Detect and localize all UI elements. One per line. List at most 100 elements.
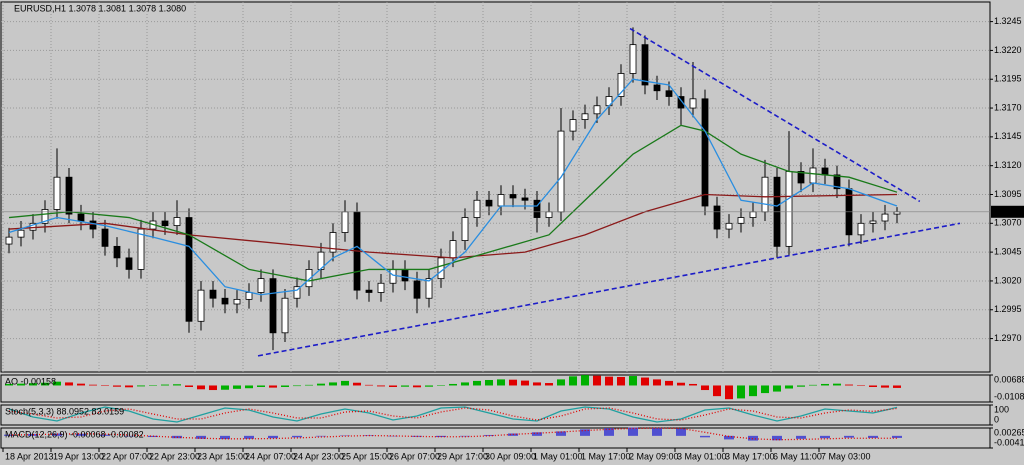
candle-body bbox=[629, 44, 637, 74]
y-tick-label: 1.3245 bbox=[994, 16, 1022, 26]
x-tick-label: 7 May 03:00 bbox=[821, 451, 871, 461]
candle-body bbox=[197, 289, 205, 322]
candle-body bbox=[545, 211, 553, 218]
histogram-bar bbox=[449, 383, 457, 386]
candle-body bbox=[785, 171, 793, 247]
panel-frame bbox=[0, 374, 991, 403]
x-tick-label: 23 Apr 15:00 bbox=[197, 451, 248, 461]
candle-body bbox=[281, 297, 289, 334]
candle-body bbox=[569, 119, 577, 132]
candle-body bbox=[701, 98, 709, 207]
candle-body bbox=[269, 278, 277, 334]
y-tick-label: 0.00265 bbox=[994, 427, 1024, 437]
histogram-bar bbox=[161, 384, 169, 386]
candle-body bbox=[533, 199, 541, 218]
candle-body bbox=[857, 222, 865, 236]
y-tick-label: 1.3045 bbox=[994, 246, 1022, 256]
histogram-bar bbox=[149, 385, 157, 386]
histogram-bar bbox=[89, 384, 97, 386]
histogram-bar bbox=[580, 429, 590, 436]
histogram-bar bbox=[892, 435, 902, 438]
candle-body bbox=[437, 257, 445, 280]
histogram-bar bbox=[737, 385, 745, 399]
y-tick-label: 1.3120 bbox=[994, 160, 1022, 170]
histogram-bar bbox=[509, 379, 517, 386]
histogram-bar bbox=[221, 385, 229, 390]
histogram-bar bbox=[401, 385, 409, 387]
histogram-bar bbox=[316, 435, 326, 437]
histogram-bar bbox=[341, 380, 349, 386]
candle-body bbox=[617, 73, 625, 97]
histogram-bar bbox=[293, 385, 301, 387]
histogram-bar bbox=[4, 434, 14, 436]
histogram-bar bbox=[377, 385, 385, 387]
histogram-bar bbox=[305, 384, 313, 386]
histogram-bar bbox=[124, 435, 134, 437]
histogram-bar bbox=[29, 383, 37, 386]
histogram-bar bbox=[797, 385, 805, 387]
candle-body bbox=[161, 220, 169, 227]
histogram-bar bbox=[76, 433, 86, 436]
last-price-box bbox=[991, 205, 1024, 218]
histogram-bar bbox=[389, 385, 397, 387]
indicator-line bbox=[8, 407, 898, 421]
histogram-bar bbox=[17, 383, 25, 386]
histogram-bar bbox=[437, 385, 445, 386]
candle-body bbox=[869, 220, 877, 224]
candle-body bbox=[653, 84, 661, 92]
histogram-bar bbox=[100, 434, 110, 436]
x-tick-label: 22 Apr 23:00 bbox=[149, 451, 200, 461]
candle-body bbox=[329, 232, 337, 253]
histogram-bar bbox=[761, 385, 769, 394]
candle-body bbox=[749, 211, 757, 218]
x-tick-label: 22 Apr 07:00 bbox=[101, 451, 152, 461]
candle-body bbox=[5, 236, 13, 245]
panel-frame bbox=[0, 427, 991, 449]
candle-body bbox=[29, 222, 37, 231]
histogram-bar bbox=[257, 385, 265, 387]
candle-body bbox=[665, 90, 673, 97]
histogram-bar bbox=[701, 385, 709, 391]
y-tick-label: 100 bbox=[994, 404, 1009, 414]
candle-body bbox=[389, 269, 397, 284]
histogram-bar bbox=[604, 428, 614, 436]
histogram-bar bbox=[593, 375, 601, 386]
histogram-bar bbox=[268, 435, 278, 439]
histogram-bar bbox=[833, 383, 841, 386]
histogram-bar bbox=[28, 434, 38, 436]
candle-body bbox=[221, 297, 229, 305]
panel-title: EURUSD,H1 1.3078 1.3081 1.3078 1.3080 bbox=[14, 3, 186, 13]
trend-line bbox=[629, 27, 921, 203]
candle-body bbox=[725, 222, 733, 230]
candle-body bbox=[473, 199, 481, 218]
candle-body bbox=[125, 257, 133, 270]
candle-body bbox=[101, 228, 109, 247]
histogram-bar bbox=[52, 433, 62, 436]
indicator-line bbox=[8, 78, 898, 296]
histogram-bar bbox=[521, 380, 529, 386]
histogram-bar bbox=[700, 435, 710, 438]
candle-body bbox=[557, 130, 565, 213]
histogram-bar bbox=[845, 384, 853, 386]
histogram-bar bbox=[196, 435, 206, 439]
candle-body bbox=[137, 228, 145, 270]
histogram-bar bbox=[869, 385, 877, 387]
histogram-bar bbox=[809, 384, 817, 386]
candle-body bbox=[209, 289, 217, 299]
y-tick-label: 0.00688 bbox=[994, 374, 1024, 384]
candle-body bbox=[425, 278, 433, 299]
candle-body bbox=[17, 229, 25, 238]
histogram-bar bbox=[245, 385, 253, 389]
indicator-line bbox=[8, 193, 898, 259]
y-tick-label: 1.3020 bbox=[994, 275, 1022, 285]
x-tick-label: 3 May 17:00 bbox=[725, 451, 775, 461]
histogram-bar bbox=[365, 384, 373, 386]
panel-title: Stoch(5,3,3) 88.0952 83.0159 bbox=[5, 406, 124, 416]
candle-body bbox=[413, 280, 421, 299]
x-tick-label: 1 May 17:00 bbox=[581, 451, 631, 461]
candle-body bbox=[737, 217, 745, 224]
histogram-bar bbox=[329, 382, 337, 386]
candle-body bbox=[449, 240, 457, 259]
candle-body bbox=[509, 194, 517, 199]
histogram-bar bbox=[748, 435, 758, 441]
